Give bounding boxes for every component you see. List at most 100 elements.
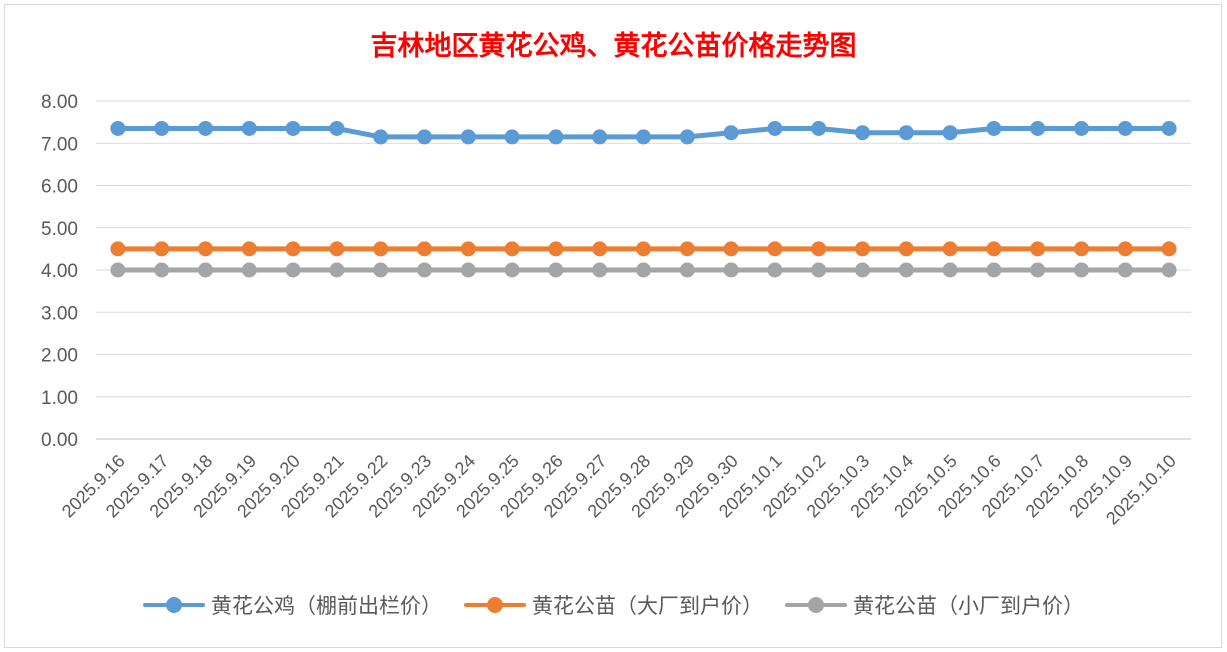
y-tick-label: 7.00 [41, 134, 78, 155]
data-point [548, 262, 564, 278]
data-point [417, 241, 432, 257]
y-tick-label: 3.00 [41, 303, 78, 324]
data-point [1030, 120, 1046, 136]
data-point [986, 120, 1002, 136]
gridlines [96, 100, 1191, 440]
y-tick-label: 5.00 [41, 219, 78, 240]
y-tick-label: 2.00 [41, 346, 78, 367]
data-point [1074, 241, 1089, 257]
data-point [1074, 120, 1089, 136]
data-point [1161, 120, 1177, 136]
data-point [898, 125, 914, 141]
data-point [1030, 241, 1046, 257]
chart-frame [4, 4, 1222, 648]
data-point [986, 241, 1002, 257]
data-point [460, 241, 476, 257]
data-point [767, 241, 783, 257]
data-point [417, 262, 432, 278]
legend-marker [143, 597, 205, 613]
series-group [110, 120, 1177, 278]
data-point [986, 262, 1002, 278]
data-point [504, 262, 520, 278]
data-point [898, 241, 914, 257]
data-point [811, 120, 827, 136]
data-point [373, 241, 389, 257]
chart-title: 吉林地区黄花公鸡、黄花公苗价格走势图 [370, 31, 857, 62]
data-point [679, 129, 695, 145]
data-point [811, 262, 827, 278]
data-point [767, 120, 783, 136]
data-point [1161, 241, 1177, 257]
data-point [110, 241, 126, 257]
data-point [548, 241, 564, 257]
legend: 黄花公鸡（棚前出栏价） 黄花公苗（大厂到户价） 黄花公苗（小厂到户价） [0, 590, 1227, 620]
data-point [1117, 120, 1133, 136]
data-point [898, 262, 914, 278]
y-tick-label: 0.00 [41, 430, 78, 451]
data-point [504, 241, 520, 257]
data-point [198, 262, 213, 278]
data-point [241, 120, 257, 136]
data-point [548, 129, 564, 145]
data-point [679, 241, 695, 257]
data-point [855, 125, 870, 141]
y-tick-label: 8.00 [41, 92, 78, 113]
data-point [504, 129, 520, 145]
y-axis-ticks: 0.00 1.00 2.00 3.00 4.00 5.00 6.00 7.00 8.00 [41, 92, 78, 451]
data-point [811, 241, 827, 257]
data-point [373, 129, 389, 145]
data-point [110, 262, 126, 278]
data-point [679, 262, 695, 278]
legend-item-3: 黄花公苗（小厂到户价） [785, 590, 1084, 620]
data-point [636, 129, 651, 145]
data-point [767, 262, 783, 278]
data-point [592, 129, 608, 145]
data-point [154, 120, 170, 136]
data-point [154, 262, 170, 278]
legend-item-2: 黄花公苗（大厂到户价） [464, 590, 763, 620]
data-point [241, 241, 257, 257]
data-point [942, 262, 958, 278]
data-point [1117, 262, 1133, 278]
x-axis-ticks: 2025.9.162025.9.172025.9.182025.9.192025… [58, 451, 1180, 529]
data-point [723, 262, 739, 278]
data-point [285, 241, 301, 257]
y-tick-label: 1.00 [41, 388, 78, 409]
data-point [1074, 262, 1089, 278]
data-point [329, 120, 345, 136]
data-point [373, 262, 389, 278]
data-point [723, 125, 739, 141]
data-point [285, 262, 301, 278]
data-point [855, 262, 870, 278]
legend-marker [464, 597, 526, 613]
data-point [417, 129, 432, 145]
data-point [198, 120, 213, 136]
data-point [460, 129, 476, 145]
data-point [942, 125, 958, 141]
legend-item-1: 黄花公鸡（棚前出栏价） [143, 590, 442, 620]
data-point [1117, 241, 1133, 257]
data-point [1030, 262, 1046, 278]
data-point [241, 262, 257, 278]
legend-label: 黄花公苗（大厂到户价） [532, 594, 763, 618]
data-point [942, 241, 958, 257]
legend-label: 黄花公鸡（棚前出栏价） [211, 594, 442, 618]
data-point [285, 120, 301, 136]
data-point [110, 120, 126, 136]
data-point [592, 262, 608, 278]
data-point [723, 241, 739, 257]
data-point [855, 241, 870, 257]
data-point [636, 262, 651, 278]
y-tick-label: 4.00 [41, 261, 78, 282]
data-point [154, 241, 170, 257]
data-point [198, 241, 213, 257]
data-point [1161, 262, 1177, 278]
data-point [460, 262, 476, 278]
legend-marker [785, 597, 847, 613]
data-point [592, 241, 608, 257]
legend-label: 黄花公苗（小厂到户价） [853, 594, 1084, 618]
data-point [329, 262, 345, 278]
y-tick-label: 6.00 [41, 177, 78, 198]
data-point [636, 241, 651, 257]
